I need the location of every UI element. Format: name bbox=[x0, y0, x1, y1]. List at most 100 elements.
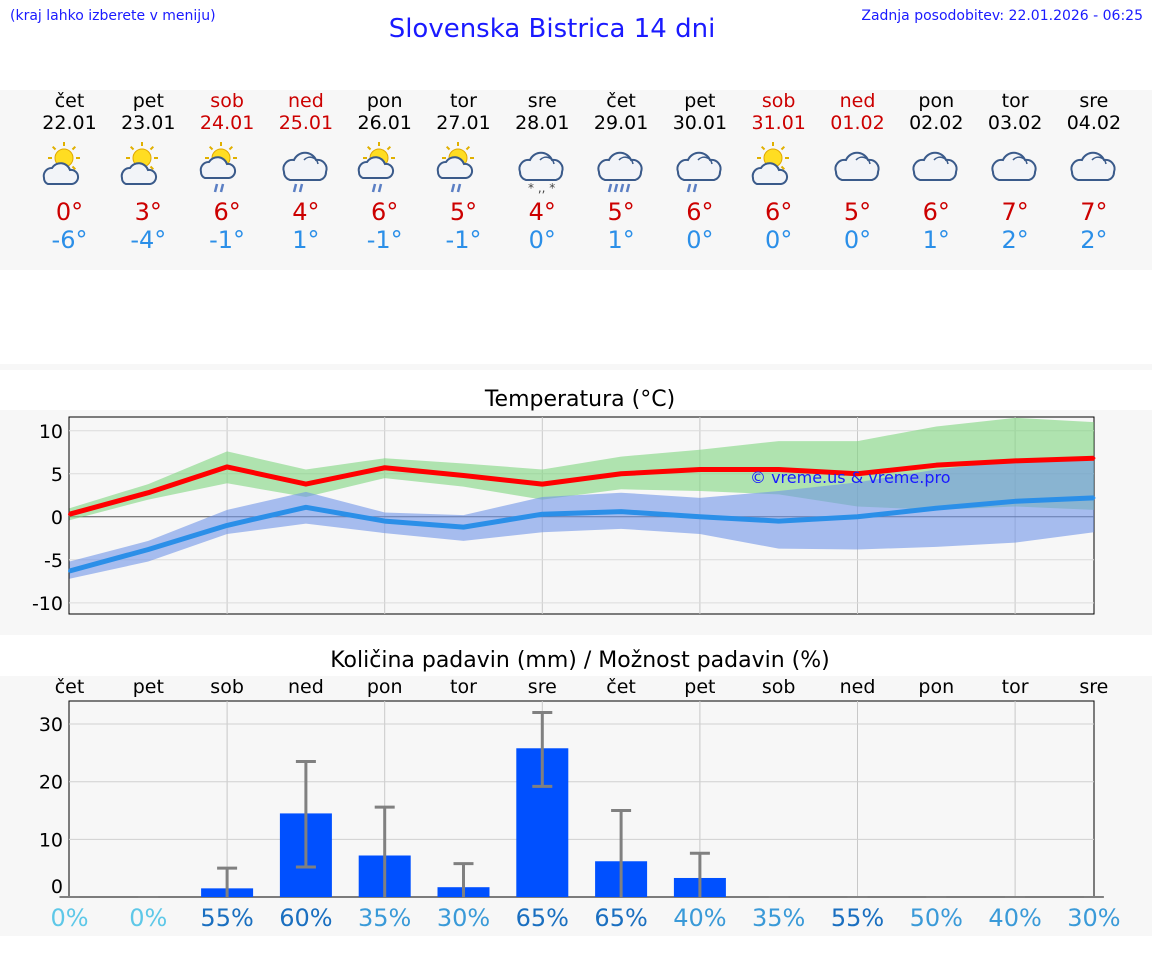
temp-min-point bbox=[383, 519, 387, 523]
temp-max-point bbox=[698, 467, 702, 471]
temp-min-point bbox=[934, 506, 938, 510]
precip-chart-title: Količina padavin (mm) / Možnost padavin … bbox=[330, 648, 830, 673]
cloud-snow-rain-icon: * ,, * bbox=[512, 138, 572, 195]
sun-cloud-icon bbox=[40, 138, 100, 194]
temp-min-point bbox=[619, 510, 623, 514]
precip-day-label: sre bbox=[1079, 676, 1109, 698]
temp-chart-title: Temperatura (°C) bbox=[484, 387, 676, 412]
y-tick-label: 0 bbox=[51, 507, 63, 529]
temp-min: 0° bbox=[528, 226, 556, 254]
watermark: © vreme.us & vreme.pro bbox=[750, 468, 951, 487]
temp-max: 6° bbox=[686, 198, 714, 226]
precip-day-label: tor bbox=[450, 676, 477, 698]
forecast-strip bbox=[0, 90, 1152, 270]
temp-max-point bbox=[777, 467, 781, 471]
y-tick-label: 10 bbox=[39, 829, 63, 851]
temp-max-point bbox=[856, 472, 859, 476]
precip-chance-label: 65% bbox=[594, 904, 648, 932]
precip-chance-label: 65% bbox=[515, 904, 569, 932]
temp-max-point bbox=[540, 482, 544, 486]
temp-max-point bbox=[383, 466, 387, 470]
cloud-icon bbox=[985, 138, 1045, 194]
day-date: 31.01 bbox=[751, 112, 806, 134]
precip-day-label: sre bbox=[527, 676, 557, 698]
day-date: 27.01 bbox=[436, 112, 491, 134]
day-name: sob bbox=[761, 90, 796, 112]
cloud-icon bbox=[828, 138, 888, 194]
precip-day-label: čet bbox=[54, 676, 85, 698]
temp-max: 4° bbox=[292, 198, 320, 226]
temp-min: 1° bbox=[292, 226, 320, 254]
temp-min-point bbox=[856, 515, 859, 519]
cloud-rain-icon bbox=[670, 138, 730, 194]
temp-max: 6° bbox=[213, 198, 241, 226]
day-name: tor bbox=[450, 90, 477, 112]
temp-max: 6° bbox=[922, 198, 950, 226]
temp-max: 0° bbox=[55, 198, 84, 226]
precip-chance-label: 30% bbox=[436, 904, 491, 932]
temp-max: 6° bbox=[765, 198, 793, 226]
precip-chance-label: 30% bbox=[1067, 904, 1121, 932]
precip-chance-label: 55% bbox=[830, 904, 885, 932]
precip-day-label: pet bbox=[132, 676, 164, 698]
cloud-heavy-rain-icon bbox=[591, 138, 651, 194]
temp-min: -1° bbox=[445, 226, 482, 254]
temp-min: 2° bbox=[1001, 226, 1029, 254]
day-name: sob bbox=[210, 90, 244, 112]
precip-day-label: pet bbox=[684, 676, 716, 698]
day-name: pet bbox=[132, 90, 164, 112]
temp-max: 5° bbox=[449, 198, 478, 226]
temp-max: 5° bbox=[843, 198, 872, 226]
temp-min: 2° bbox=[1080, 226, 1108, 254]
day-date: 22.01 bbox=[42, 112, 97, 134]
day-date: 29.01 bbox=[593, 112, 649, 134]
last-update: Zadnja posodobitev: 22.01.2026 - 06:25 bbox=[861, 8, 1143, 24]
sun-cloud-icon bbox=[749, 138, 809, 194]
temp-min-point bbox=[225, 523, 229, 527]
y-tick-label: -10 bbox=[32, 593, 63, 615]
temp-min: -6° bbox=[51, 226, 88, 254]
divider bbox=[0, 364, 1152, 370]
temp-min-point bbox=[462, 525, 465, 529]
cloud-rain-icon bbox=[276, 138, 336, 194]
y-tick-label: 0 bbox=[51, 876, 63, 898]
day-date: 26.01 bbox=[357, 112, 412, 134]
temp-min: 1° bbox=[922, 226, 950, 254]
y-tick-label: 10 bbox=[39, 421, 63, 443]
precip-day-label: čet bbox=[606, 676, 636, 698]
temp-max-point bbox=[619, 472, 623, 476]
temp-max: 7° bbox=[1080, 198, 1108, 226]
temp-max-point bbox=[304, 482, 308, 486]
precip-chance-label: 35% bbox=[358, 904, 412, 932]
day-name: pon bbox=[918, 90, 955, 112]
y-tick-label: 5 bbox=[51, 464, 63, 486]
svg-text:* ,, *: * ,, * bbox=[528, 181, 555, 194]
precipitation-chart: 30 20 10 0 bbox=[39, 700, 1104, 898]
day-date: 04.02 bbox=[1066, 112, 1122, 134]
temp-max-point bbox=[1092, 456, 1096, 460]
day-name: ned bbox=[287, 90, 324, 112]
temp-max: 3° bbox=[134, 198, 162, 226]
cloud-icon bbox=[906, 138, 966, 194]
temp-max: 7° bbox=[1001, 198, 1029, 226]
temp-min-line bbox=[68, 495, 1095, 574]
temp-min-range-band bbox=[69, 460, 1094, 579]
precip-chance-label: 60% bbox=[279, 904, 333, 932]
day-date: 03.02 bbox=[987, 112, 1043, 134]
plot-area bbox=[68, 700, 1095, 898]
precip-chance-label: 35% bbox=[752, 904, 806, 932]
temp-min-point bbox=[146, 547, 150, 551]
day-date: 02.02 bbox=[909, 112, 964, 134]
precip-day-label: ned bbox=[287, 676, 324, 698]
temp-min-point bbox=[540, 512, 544, 516]
temp-max-point bbox=[1013, 459, 1017, 463]
day-name: čet bbox=[606, 90, 636, 112]
y-tick-label: 30 bbox=[39, 714, 63, 736]
temp-min-point bbox=[777, 519, 781, 523]
precip-day-label: sob bbox=[210, 676, 244, 698]
page-title: Slovenska Bistrica 14 dni bbox=[388, 14, 716, 44]
precip-chance-label: 50% bbox=[909, 904, 963, 932]
day-date: 25.01 bbox=[278, 112, 334, 134]
temp-min-point bbox=[1013, 499, 1017, 503]
temp-min: 0° bbox=[843, 226, 872, 254]
